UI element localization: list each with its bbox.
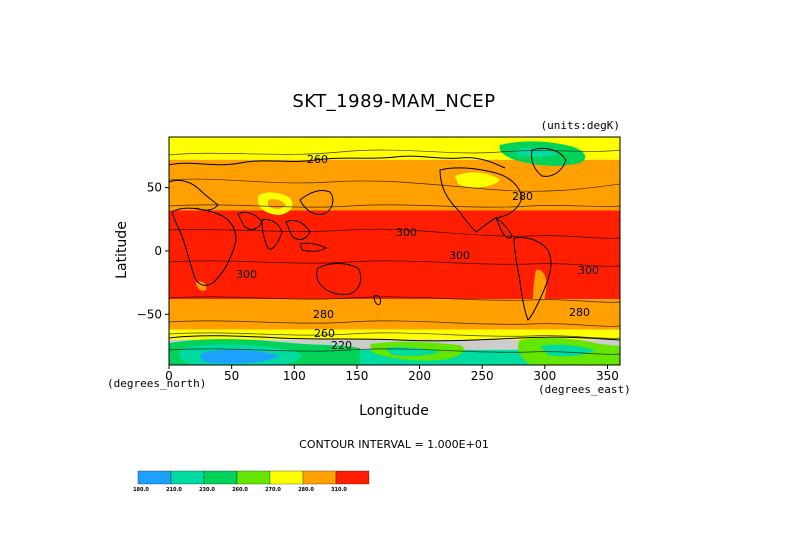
- colorbar-swatch: [170, 470, 205, 485]
- x-unit-label: (degrees_east): [538, 383, 631, 396]
- x-tick-label: 50: [224, 369, 239, 383]
- contour-label: 280: [569, 306, 590, 319]
- coastline: [299, 189, 334, 215]
- temperature-band: [169, 159, 620, 173]
- regional-patch: [169, 170, 262, 202]
- contour-label: 300: [578, 264, 599, 277]
- contour-line: [169, 320, 620, 327]
- contour-line: [169, 348, 620, 355]
- colorbar-swatch: [137, 470, 172, 485]
- y-axis: 50 0 −50: [137, 181, 169, 321]
- contour-line: [169, 204, 620, 208]
- colorbar-level-label: 270.0: [265, 487, 281, 493]
- regional-patch: [540, 344, 595, 357]
- contour-label: 300: [236, 268, 257, 281]
- colorbar-level-label: 180.0: [133, 487, 149, 493]
- colorbar-swatch: [269, 470, 304, 485]
- regional-patch: [515, 147, 560, 158]
- coastline: [169, 155, 506, 169]
- contour-label: 260: [307, 153, 328, 166]
- colorbar-swatch: [335, 470, 370, 485]
- x-tick-label: 100: [283, 369, 306, 383]
- colorbar-swatch: [236, 470, 271, 485]
- contour-line: [169, 149, 620, 156]
- x-tick-label: 300: [533, 369, 556, 383]
- regional-patch: [455, 172, 500, 188]
- x-tick-label: 0: [165, 369, 173, 383]
- coastline: [169, 179, 219, 211]
- coastline: [513, 237, 552, 321]
- colorbar-legend: 180.0 210.0 230.0 260.0 270.0 280.0 310.0: [133, 470, 370, 493]
- temperature-bands: [169, 137, 620, 365]
- colorbar-swatch: [302, 470, 337, 485]
- coastline: [285, 219, 311, 240]
- y-tick-label: −50: [137, 307, 162, 321]
- x-axis: 0 50 100 150 200 250 300 350: [165, 365, 619, 383]
- contour-label: 300: [449, 249, 470, 262]
- contour-label: 280: [313, 308, 334, 321]
- y-unit-label: (degrees_north): [107, 377, 206, 390]
- colorbar-level-label: 210.0: [166, 487, 182, 493]
- contour-line: [169, 178, 620, 192]
- coastline: [169, 335, 620, 342]
- y-axis-title: Latitude: [114, 221, 130, 279]
- temperature-band: [169, 210, 620, 300]
- colorbar-swatch: [203, 470, 238, 485]
- colorbar-level-label: 260.0: [232, 487, 248, 493]
- temperature-band: [169, 329, 620, 340]
- coastline: [316, 263, 362, 295]
- regional-patch: [196, 281, 207, 291]
- x-tick-label: 150: [345, 369, 368, 383]
- colorbar-level-label: 230.0: [199, 487, 215, 493]
- coastline: [171, 207, 237, 286]
- chart-title: SKT_1989-MAM_NCEP: [292, 91, 495, 112]
- contour-lines: [169, 149, 620, 355]
- contour-labels: 260 300 300 300 280 300 280 280 260 220: [236, 153, 599, 352]
- contour-line: [169, 260, 620, 267]
- x-tick-label: 350: [596, 369, 619, 383]
- y-tick-label: 0: [154, 244, 162, 258]
- contour-label: 280: [512, 190, 533, 203]
- contour-label: 260: [314, 327, 335, 340]
- colorbar-level-label: 310.0: [331, 487, 347, 493]
- coastline: [531, 147, 567, 177]
- regional-temperature-patches: [169, 141, 620, 365]
- temperature-band: [169, 299, 620, 330]
- regional-patch: [200, 349, 280, 364]
- coastline: [373, 295, 381, 305]
- contour-line: [169, 332, 620, 339]
- contour-interval-text: CONTOUR INTERVAL = 1.000E+01: [299, 438, 489, 451]
- x-tick-label: 250: [471, 369, 494, 383]
- x-tick-label: 200: [408, 369, 431, 383]
- x-axis-title: Longitude: [359, 403, 429, 419]
- colorbar-level-label: 280.0: [298, 487, 314, 493]
- units-label: (units:degK): [541, 119, 620, 132]
- y-tick-label: 50: [147, 181, 162, 195]
- contour-label: 300: [396, 226, 417, 239]
- contour-line: [169, 296, 620, 303]
- coastline: [299, 242, 327, 252]
- coastline: [261, 219, 283, 250]
- contour-line: [169, 228, 620, 239]
- contour-label: 220: [331, 339, 352, 352]
